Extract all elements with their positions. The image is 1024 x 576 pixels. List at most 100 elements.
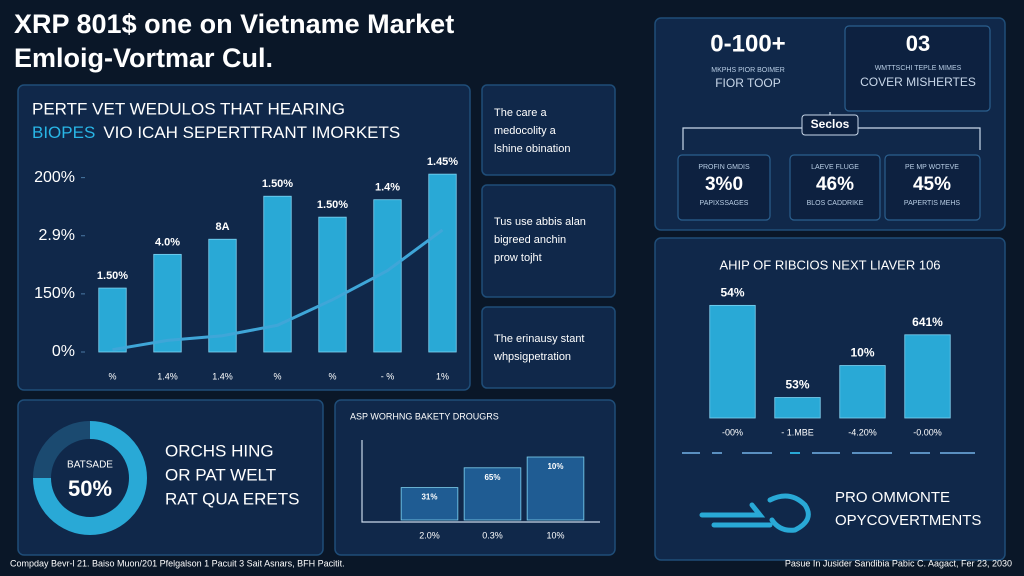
y-tick-label: 2.9% bbox=[39, 227, 75, 244]
chart-title: ASP WORHNG BAKETY DROUGRS bbox=[350, 411, 499, 421]
bar-label: 65% bbox=[484, 473, 500, 482]
x-tick-label: - 1.MBE bbox=[781, 427, 814, 437]
panel bbox=[481, 306, 616, 389]
stat-label: FIOR TOOP bbox=[715, 76, 781, 90]
bar bbox=[526, 456, 585, 521]
donut-segment bbox=[33, 421, 91, 479]
bar bbox=[263, 195, 292, 353]
donut-caption: ORCHS HING bbox=[165, 441, 274, 460]
bar bbox=[463, 467, 522, 521]
box-sub: PAPIXSSAGES bbox=[700, 200, 749, 207]
bar bbox=[400, 487, 459, 521]
stat-sub: WMTTSCHI TEPLE MIMES bbox=[875, 65, 962, 72]
x-tick-label: 1.4% bbox=[157, 371, 178, 381]
y-tick-label: 0% bbox=[52, 343, 75, 360]
donut-caption: RAT QUA ERETS bbox=[165, 489, 299, 508]
note-line: Tus use abbis alan bbox=[494, 216, 586, 228]
x-tick-label: % bbox=[273, 371, 281, 381]
bar-label: 641% bbox=[912, 315, 943, 329]
bar bbox=[153, 253, 182, 353]
x-tick-label: -0.00% bbox=[913, 427, 942, 437]
donut-caption: OR PAT WELT bbox=[165, 465, 276, 484]
bar-label: 54% bbox=[720, 286, 744, 300]
bar-label: 1.50% bbox=[317, 199, 348, 211]
stat-value: 0-100+ bbox=[710, 30, 785, 57]
promo-text: PRO OMMONTE bbox=[835, 489, 950, 506]
bar bbox=[839, 365, 886, 419]
stat-box bbox=[677, 154, 771, 221]
bar-label: 8A bbox=[215, 221, 229, 233]
note-line: medocolity a bbox=[494, 125, 557, 137]
stat-value: 03 bbox=[906, 31, 930, 56]
chart-title: AHIP OF RIBCIOS NEXT LIAVER 106 bbox=[719, 257, 940, 272]
bar bbox=[98, 287, 127, 353]
title-line: XRP 801$ one on Vietname Market bbox=[14, 9, 454, 39]
bar-label: 10% bbox=[850, 346, 874, 360]
promo-icon bbox=[699, 493, 811, 533]
box-label: PE MP WOTEVE bbox=[905, 164, 959, 171]
bar-label: 1.45% bbox=[427, 156, 458, 168]
bar-label: 10% bbox=[547, 462, 563, 471]
x-tick-label: - % bbox=[381, 371, 395, 381]
y-tick-label: 150% bbox=[34, 285, 75, 302]
axis bbox=[361, 440, 600, 523]
bar-label: 1.50% bbox=[97, 270, 128, 282]
note-line: prow tojht bbox=[494, 252, 542, 264]
donut-label: BATSADE bbox=[67, 460, 113, 471]
bar-label: 53% bbox=[785, 378, 809, 392]
promo-text: OPYCOVERTMENTS bbox=[835, 512, 981, 529]
bar bbox=[318, 216, 347, 353]
stat-card bbox=[844, 25, 991, 112]
panel bbox=[17, 84, 471, 391]
bar-label: 31% bbox=[421, 493, 437, 502]
x-tick-label: % bbox=[328, 371, 336, 381]
x-tick-label: 2.0% bbox=[419, 530, 440, 540]
bar bbox=[428, 173, 457, 353]
bar bbox=[774, 397, 821, 419]
chart-title-rest: VIO ICAH SEPERTTRANT IMORKETS bbox=[103, 123, 400, 142]
bar bbox=[709, 304, 756, 419]
note-line: whpsigpetration bbox=[493, 351, 571, 363]
chart-title: BIOPES VIO ICAH SEPERTTRANT IMORKETS bbox=[32, 123, 400, 142]
panel bbox=[481, 184, 616, 298]
box-value: 45% bbox=[913, 174, 951, 195]
note-line: The erinausy stant bbox=[494, 333, 585, 345]
note-line: bigreed anchin bbox=[494, 234, 566, 246]
stat-label: COVER MISHERTES bbox=[860, 75, 976, 89]
donut-value: 50% bbox=[68, 476, 112, 501]
panel bbox=[481, 84, 616, 176]
bar-label: 1.4% bbox=[375, 182, 400, 194]
note-line: lshine obination bbox=[494, 143, 570, 155]
bar bbox=[904, 334, 951, 419]
chart-title-highlight: BIOPES bbox=[32, 123, 95, 142]
box-label: PROFIN GMDIS bbox=[698, 164, 750, 171]
footer-text: Compday Bevr-l 21. Baiso Muon/201 Pfelga… bbox=[10, 558, 345, 568]
x-tick-label: % bbox=[108, 371, 116, 381]
bar-label: 4.0% bbox=[155, 236, 180, 248]
x-tick-label: -00% bbox=[722, 427, 743, 437]
box-value: 3%0 bbox=[705, 174, 743, 195]
x-tick-label: 10% bbox=[546, 530, 564, 540]
line bbox=[112, 228, 444, 352]
x-tick-label: 0.3% bbox=[482, 530, 503, 540]
box-value: 46% bbox=[816, 174, 854, 195]
logo: Seclos bbox=[811, 117, 850, 131]
box-sub: PAPERTIS MEHS bbox=[904, 200, 960, 207]
stat-box bbox=[789, 154, 881, 221]
stat-sub: MKPHS PIOR BOIMER bbox=[711, 67, 785, 74]
box-label: LAEVE FLUGE bbox=[811, 164, 859, 171]
chart-title: PERTF VET WEDULOS THAT HEARING bbox=[32, 99, 345, 118]
title-line: Emloig-Vortmar Cul. bbox=[14, 43, 273, 73]
stat-box bbox=[884, 154, 981, 221]
x-tick-label: 1% bbox=[436, 371, 449, 381]
footer-text: Pasue In Jusider Sandibia Pabic C. Aagac… bbox=[785, 558, 1012, 568]
note-line: The care a bbox=[494, 107, 547, 119]
x-tick-label: -4.20% bbox=[848, 427, 877, 437]
y-tick-label: 200% bbox=[34, 169, 75, 186]
logo-box bbox=[801, 114, 859, 136]
donut-segment bbox=[33, 421, 147, 535]
bar-label: 1.50% bbox=[262, 178, 293, 190]
x-tick-label: 1.4% bbox=[212, 371, 233, 381]
